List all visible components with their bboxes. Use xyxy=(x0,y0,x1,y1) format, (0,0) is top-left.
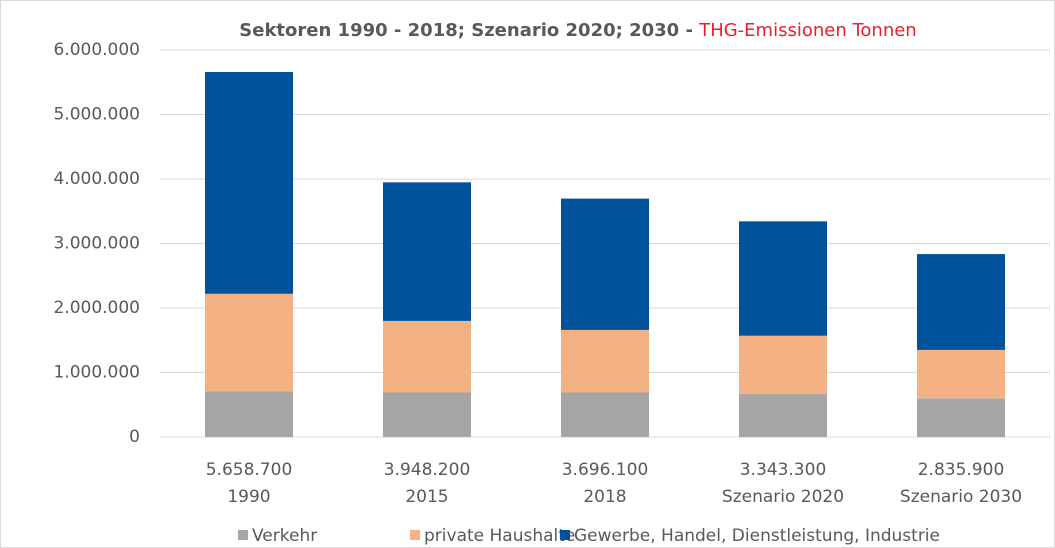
y-tick-label: 1.000.000 xyxy=(53,363,140,383)
bar-segment xyxy=(561,392,649,437)
legend-label: Verkehr xyxy=(252,526,317,546)
chart-title-group: Sektoren 1990 - 2018; Szenario 2020; 203… xyxy=(239,20,916,41)
bar-segment xyxy=(561,198,649,330)
total-label: 3.696.100 xyxy=(562,460,649,480)
y-tick-label: 5.000.000 xyxy=(53,105,140,125)
y-tick-label: 0 xyxy=(129,427,140,447)
x-tick-label: 2018 xyxy=(583,487,626,507)
y-tick-label: 4.000.000 xyxy=(53,169,140,189)
bar-segment xyxy=(739,393,827,437)
bar-segment xyxy=(205,293,293,392)
total-label: 5.658.700 xyxy=(206,460,293,480)
total-label: 3.343.300 xyxy=(740,460,827,480)
bar-segment xyxy=(561,329,649,393)
bar-segment xyxy=(205,72,293,294)
legend-label: private Haushalte xyxy=(424,526,575,546)
x-tick-label: Szenario 2030 xyxy=(900,487,1022,507)
bar-segment xyxy=(383,320,471,393)
chart-title-highlight: THG-Emissionen Tonnen xyxy=(698,20,917,41)
total-label: 3.948.200 xyxy=(384,460,471,480)
bar-segment xyxy=(917,349,1005,399)
y-tick-label: 3.000.000 xyxy=(53,234,140,254)
bar-segment xyxy=(739,221,827,336)
bar-segment xyxy=(739,335,827,394)
y-tick-label: 6.000.000 xyxy=(53,40,140,60)
legend-label: Gewerbe, Handel, Dienstleistung, Industr… xyxy=(574,526,940,546)
x-tick-label: Szenario 2020 xyxy=(722,487,844,507)
chart-title: Sektoren 1990 - 2018; Szenario 2020; 203… xyxy=(239,20,693,41)
x-tick-label: 1990 xyxy=(227,487,270,507)
bar-segment xyxy=(917,398,1005,437)
bar-segment xyxy=(205,391,293,437)
legend-swatch xyxy=(238,530,248,540)
y-tick-label: 2.000.000 xyxy=(53,298,140,318)
bar-segment xyxy=(383,392,471,437)
legend-swatch xyxy=(560,530,570,540)
legend-swatch xyxy=(410,530,420,540)
bar-segment xyxy=(383,182,471,321)
bar-segment xyxy=(917,254,1005,350)
x-tick-label: 2015 xyxy=(405,487,448,507)
total-label: 2.835.900 xyxy=(918,460,1005,480)
